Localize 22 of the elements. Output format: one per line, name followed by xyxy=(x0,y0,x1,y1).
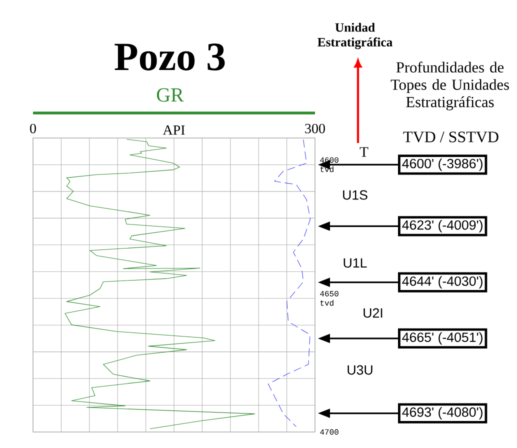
text: TVD / SSTVD xyxy=(403,132,498,142)
x-axis-title: API xyxy=(162,125,185,135)
text: Unidad Estratigráfica xyxy=(318,22,392,50)
text: U1S xyxy=(343,190,368,200)
chart-title: Pozo 3 xyxy=(114,44,225,70)
text: U3U xyxy=(348,365,372,375)
ref-line-label: 4623' (-4009') xyxy=(402,220,482,232)
ref-line-label: 4693' (-4080') xyxy=(402,407,482,420)
text: Profundidades de Topes de Unidades Estratigráficas xyxy=(390,62,509,110)
ref-line-label: 4644' (-4030') xyxy=(402,276,482,289)
text: GR xyxy=(156,88,184,102)
ref-line-label: 4665' (-4051') xyxy=(402,332,482,345)
x-tick-label: 0 xyxy=(30,124,36,134)
y-tick-label: 4650 tvd xyxy=(320,290,338,306)
line-series xyxy=(64,139,256,430)
line-series xyxy=(268,139,311,427)
ref-line-label: 4600' (-3986') xyxy=(402,158,482,171)
text: T xyxy=(360,147,368,157)
text: U1L xyxy=(344,258,367,268)
x-tick-label: 300 xyxy=(305,124,325,134)
text: U2I xyxy=(364,308,382,318)
y-tick-label: 4700 xyxy=(320,429,338,435)
